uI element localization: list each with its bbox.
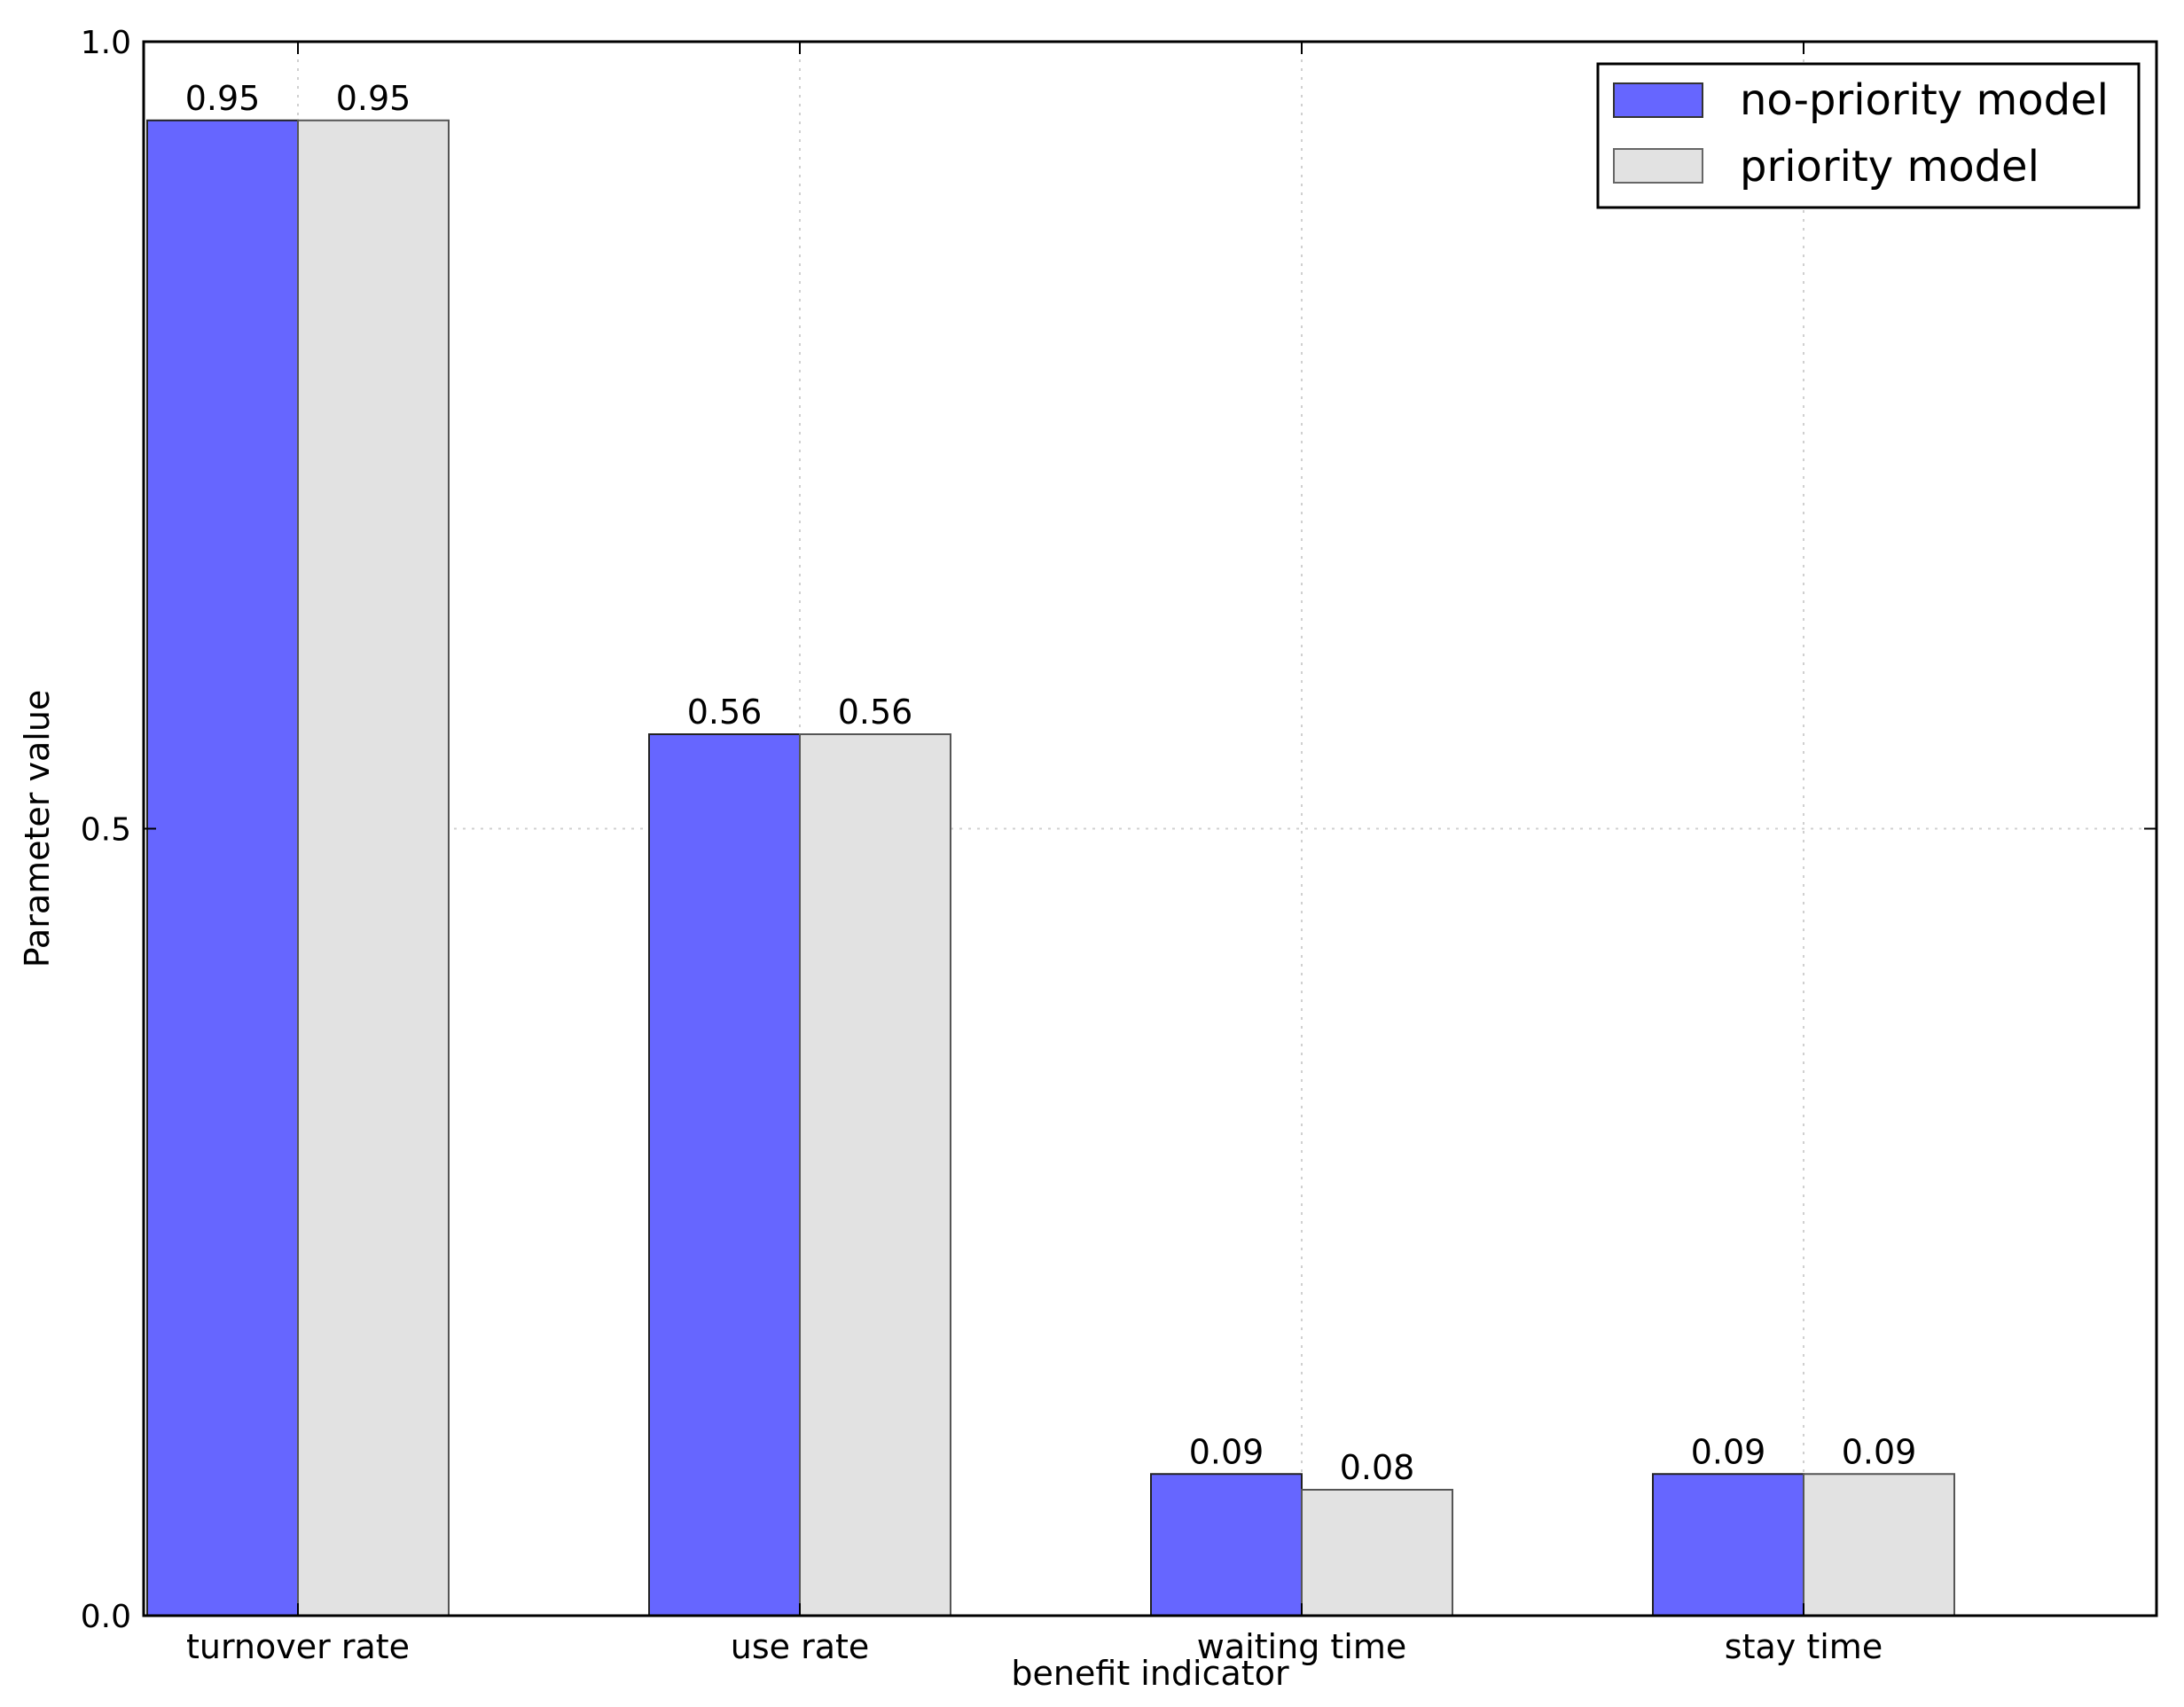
- data-label: 0.95: [185, 79, 261, 118]
- data-label: 0.08: [1340, 1448, 1415, 1487]
- bar-no-priority: [1652, 1473, 1804, 1617]
- legend-label-no-priority: no-priority model: [1740, 75, 2109, 125]
- x-tick-label: turnover rate: [186, 1627, 410, 1666]
- bar-priority: [1803, 1473, 1955, 1617]
- x-tick-label: use rate: [731, 1627, 870, 1666]
- x-axis-title: benefit indicator: [1011, 1654, 1289, 1693]
- y-axis-title: Parameter value: [18, 690, 57, 968]
- legend-swatch-no-priority: [1613, 82, 1703, 118]
- bar-no-priority: [1150, 1473, 1303, 1617]
- bars: [146, 119, 1955, 1617]
- y-tick-label: 0.0: [81, 1599, 131, 1635]
- data-label: 0.09: [1691, 1432, 1766, 1471]
- bar-priority: [799, 733, 951, 1617]
- bar-priority: [1301, 1489, 1453, 1617]
- data-label: 0.56: [687, 693, 763, 732]
- legend: no-priority model priority model: [1596, 62, 2141, 209]
- y-tick-label: 1.0: [81, 25, 131, 61]
- data-label: 0.95: [336, 79, 411, 118]
- x-tick-label: waiting time: [1197, 1627, 1407, 1666]
- data-label: 0.09: [1189, 1432, 1264, 1471]
- data-label: 0.56: [838, 693, 913, 732]
- axis-ticks: 0.0 0.5 1.0 turnover rate use rate waiting ti…: [81, 25, 2157, 1666]
- bar-no-priority: [146, 119, 299, 1617]
- bar-priority: [297, 119, 450, 1617]
- data-label: 0.09: [1842, 1432, 1917, 1471]
- data-labels: 0.95 0.56 0.09 0.09 0.95 0.56 0.08 0.09: [185, 79, 1917, 1487]
- y-tick-label: 0.5: [81, 812, 131, 849]
- x-tick-label: stay time: [1725, 1627, 1883, 1666]
- bar-no-priority: [648, 733, 801, 1617]
- legend-label-priority: priority model: [1740, 142, 2039, 192]
- legend-swatch-priority: [1613, 148, 1703, 184]
